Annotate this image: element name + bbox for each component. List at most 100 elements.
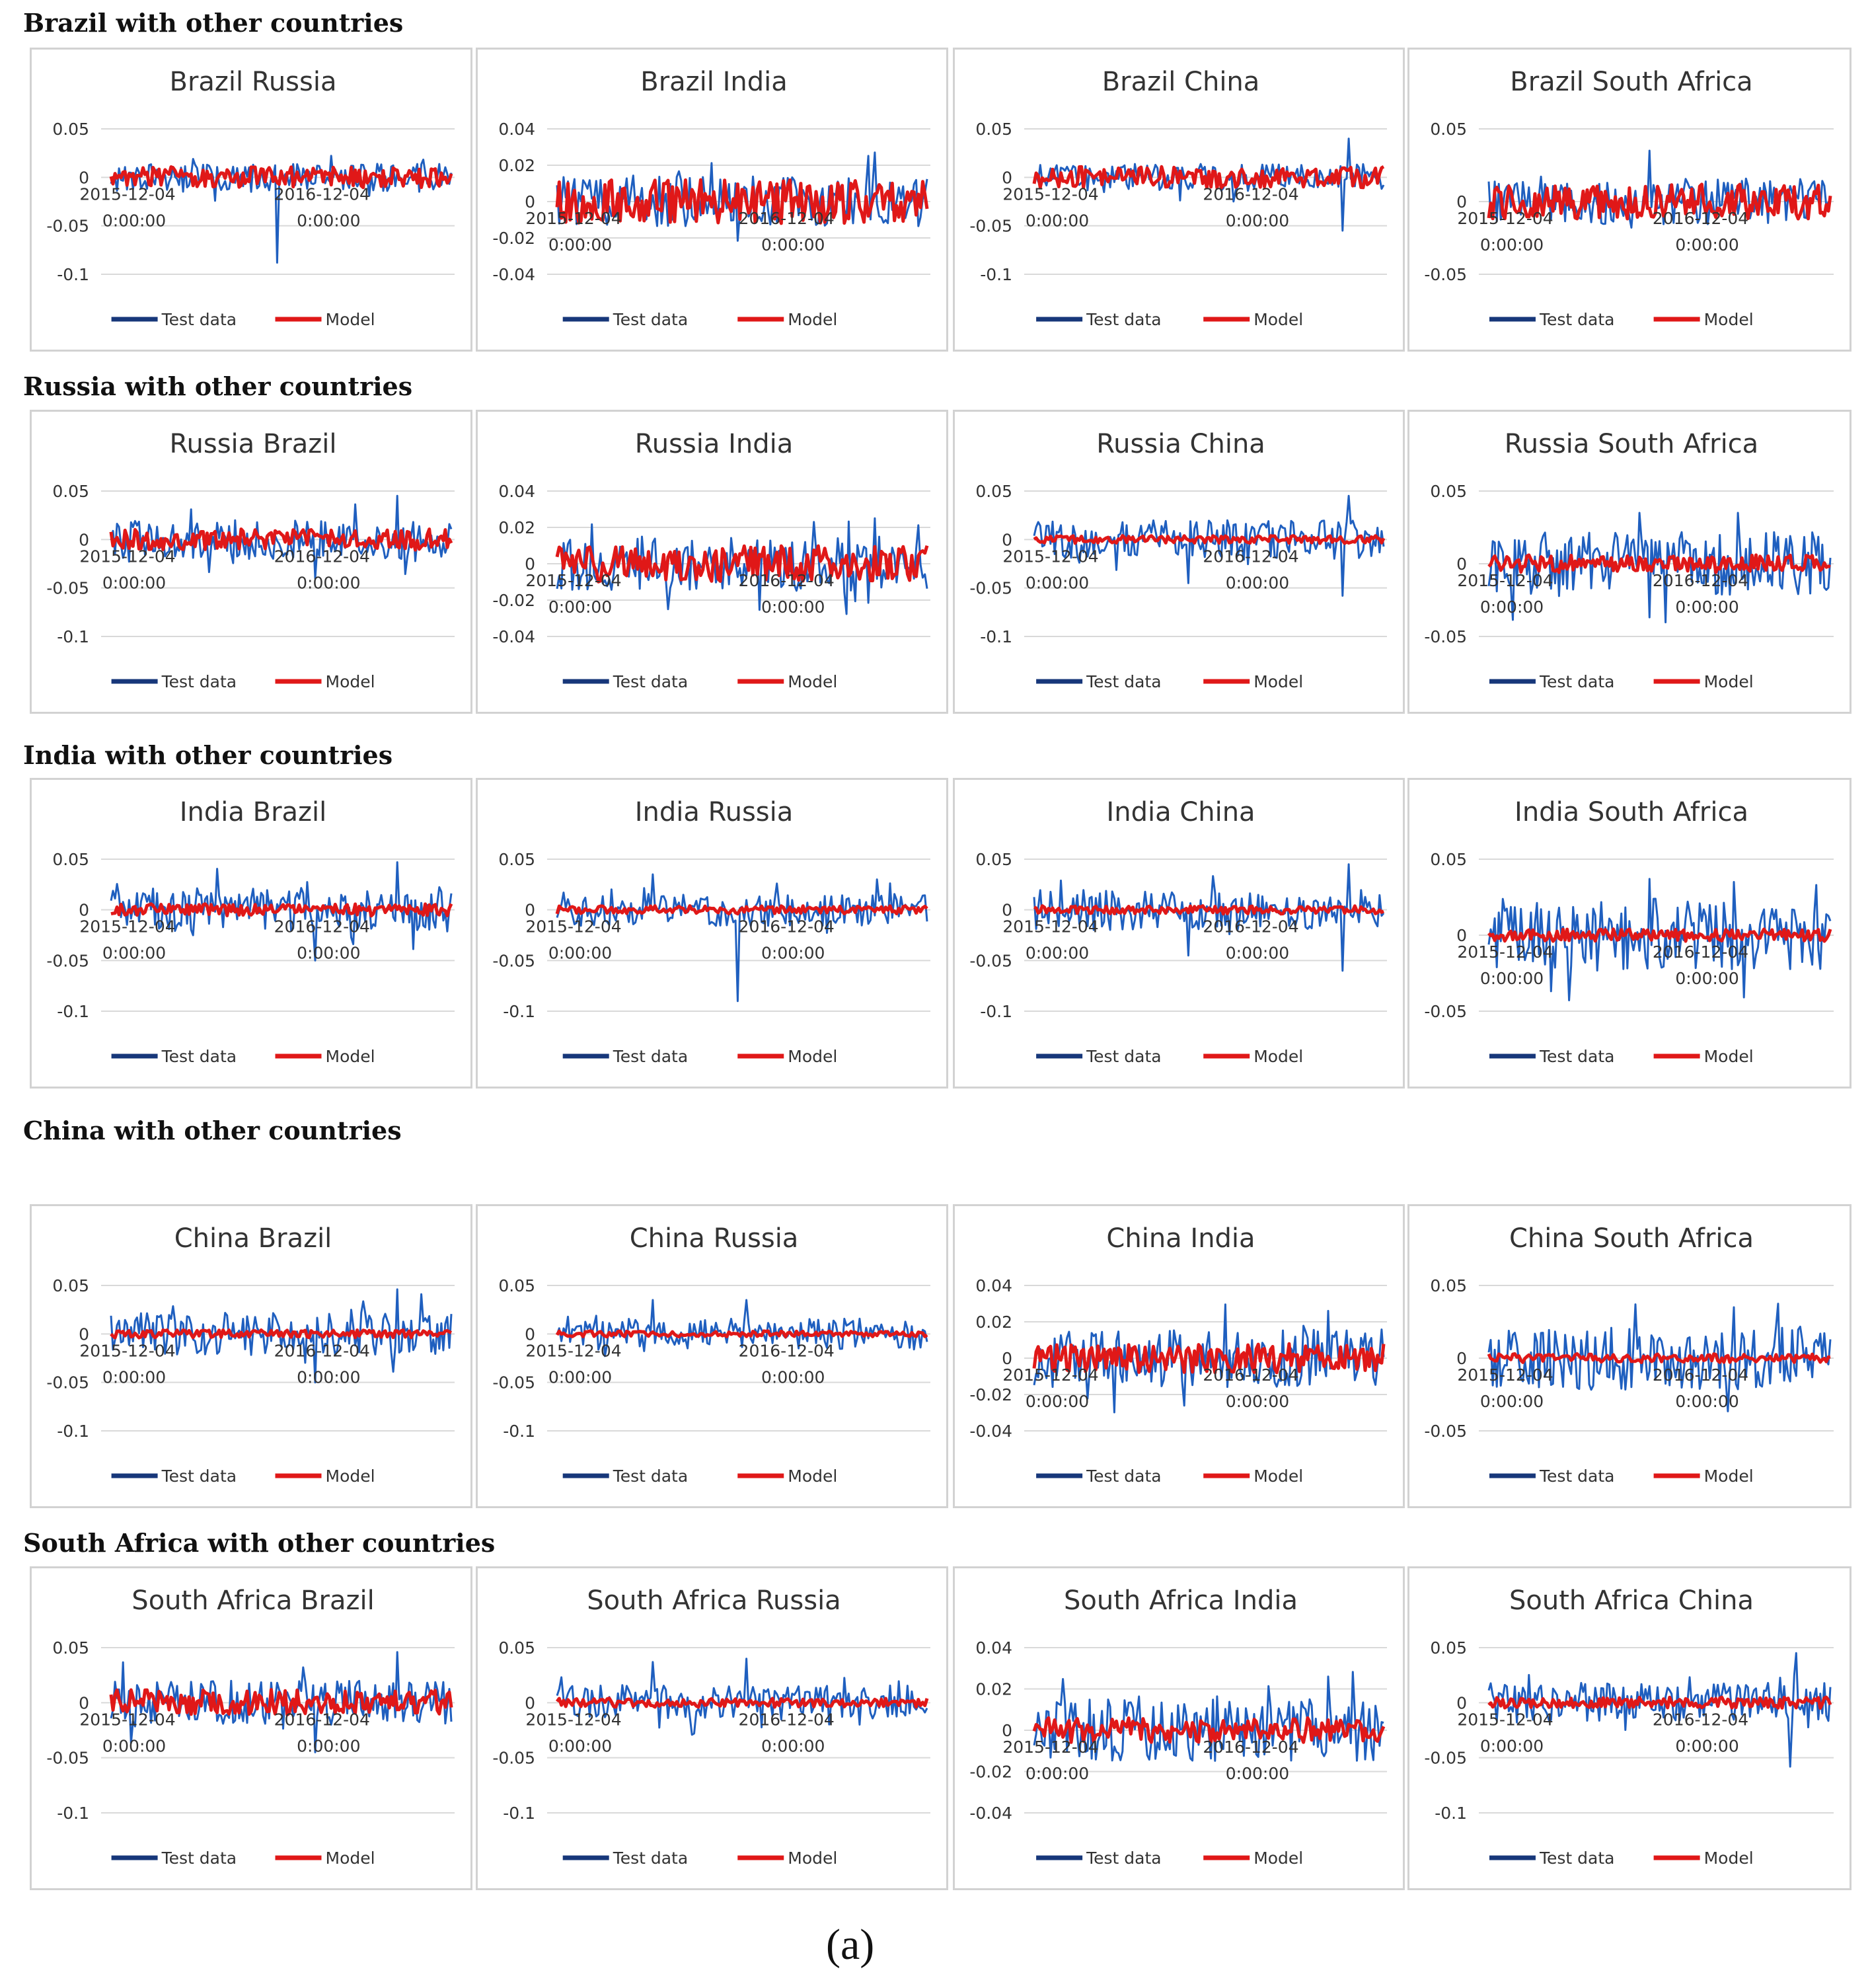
x-tick-date: 2016-12-04 [739, 571, 835, 590]
y-tick-label: 0.05 [1430, 120, 1467, 139]
chart-svg: Russia India 0.04 0.02 0 -0.02 -0.04 2015-12-0… [492, 429, 930, 691]
y-tick-label: 0 [1456, 192, 1467, 211]
x-tick-date: 2016-12-04 [1203, 547, 1298, 566]
legend-label-test: Test data [161, 672, 237, 691]
x-tick-time: 0:00:00 [297, 1736, 360, 1755]
x-tick-date: 2015-12-04 [1002, 1365, 1098, 1385]
x-tick-date: 2015-12-04 [1457, 571, 1553, 590]
x-tick-date: 2016-12-04 [1653, 209, 1748, 228]
x-tick-date: 2015-12-04 [525, 1341, 621, 1360]
x-tick-time: 0:00:00 [102, 1736, 166, 1755]
chart-panel: Russia China 0.05 0 -0.05 -0.1 2015-12-04 0:00… [953, 410, 1405, 714]
legend-label-test: Test data [613, 672, 688, 691]
x-tick-time: 0:00:00 [102, 211, 166, 230]
chart-title: Brazil Russia [170, 67, 337, 97]
legend-label-test: Test data [161, 310, 237, 329]
y-tick-label: -0.05 [1424, 1422, 1467, 1441]
y-tick-label: 0.05 [498, 850, 535, 869]
y-tick-label: -0.1 [57, 627, 89, 646]
legend-label-model: Model [1253, 1047, 1303, 1066]
y-tick-label: -0.04 [969, 1422, 1012, 1441]
model-series [555, 1697, 929, 1709]
chart-panel: India South Africa 0.05 0 -0.05 2015-12-04 0:… [1407, 778, 1851, 1089]
chart-svg: India China 0.05 0 -0.05 -0.1 2015-12-04 0:00:… [969, 797, 1387, 1066]
legend-label-test: Test data [613, 1047, 688, 1066]
test-data-series [110, 861, 453, 962]
x-tick-time: 0:00:00 [297, 573, 360, 592]
y-tick-label: -0.05 [969, 217, 1012, 236]
x-tick-time: 0:00:00 [761, 1367, 825, 1387]
x-tick-time: 0:00:00 [548, 235, 612, 254]
y-tick-label: -0.1 [57, 265, 89, 284]
chart-svg: South Africa Russia 0.05 0 -0.05 -0.1 2015-12… [492, 1586, 930, 1868]
x-tick-date: 2015-12-04 [525, 209, 621, 228]
x-tick-date: 2016-12-04 [1653, 1365, 1748, 1385]
y-tick-label: -0.05 [46, 579, 89, 598]
x-tick-date: 2015-12-04 [1457, 1710, 1553, 1729]
y-tick-label: -0.05 [969, 579, 1012, 598]
y-tick-label: 0.05 [975, 482, 1012, 501]
y-tick-label: 0.05 [52, 482, 89, 501]
chart-title: South Africa Brazil [131, 1586, 374, 1616]
chart-title: India Brazil [180, 797, 327, 827]
y-tick-label: 0.04 [498, 120, 535, 139]
legend-label-test: Test data [1539, 1467, 1615, 1486]
legend-label-model: Model [326, 1849, 375, 1868]
y-tick-label: -0.05 [969, 951, 1012, 970]
y-tick-label: -0.05 [492, 1373, 535, 1393]
chart-panel: China South Africa 0.05 0 -0.05 2015-12-04 0:… [1407, 1204, 1851, 1508]
legend-label-test: Test data [161, 1849, 237, 1868]
y-tick-label: 0 [1456, 554, 1467, 574]
y-tick-label: -0.02 [492, 591, 535, 610]
chart-svg: India South Africa 0.05 0 -0.05 2015-12-04 0:… [1424, 797, 1834, 1066]
y-tick-label: 0 [1002, 530, 1012, 549]
legend-label-model: Model [326, 310, 375, 329]
chart-title: China South Africa [1509, 1223, 1754, 1254]
x-tick-time: 0:00:00 [297, 1367, 360, 1387]
x-tick-time: 0:00:00 [548, 597, 612, 617]
x-tick-time: 0:00:00 [1226, 573, 1289, 592]
y-tick-label: 0 [1456, 1349, 1467, 1368]
legend-label-model: Model [1253, 1849, 1303, 1868]
chart-title: Brazil India [640, 67, 788, 97]
chart-title: Brazil South Africa [1510, 67, 1752, 97]
chart-panel: China Russia 0.05 0 -0.05 -0.1 2015-12-04 0:00… [476, 1204, 948, 1508]
chart-title: South Africa India [1064, 1586, 1298, 1616]
x-tick-time: 0:00:00 [102, 1367, 166, 1387]
x-tick-date: 2015-12-04 [525, 917, 621, 937]
legend-label-model: Model [1704, 1467, 1754, 1486]
chart-panel: Russia South Africa 0.05 0 -0.05 2015-12-04 0… [1407, 410, 1851, 714]
x-tick-date: 2015-12-04 [1457, 1365, 1553, 1385]
legend-label-model: Model [1253, 672, 1303, 691]
model-series [110, 1328, 452, 1340]
chart-panel: Brazil South Africa 0.05 0 -0.05 2015-12-04 0… [1407, 48, 1851, 352]
y-tick-label: -0.1 [57, 1002, 89, 1021]
model-series [555, 178, 929, 225]
chart-svg: Russia China 0.05 0 -0.05 -0.1 2015-12-04 0:00… [969, 429, 1387, 691]
chart-title: China India [1106, 1223, 1255, 1254]
x-tick-date: 2015-12-04 [79, 1710, 175, 1729]
legend-label-model: Model [788, 672, 837, 691]
x-tick-time: 0:00:00 [1480, 597, 1544, 617]
test-data-series [1487, 512, 1832, 624]
y-tick-label: 0 [525, 192, 535, 211]
model-series [1032, 165, 1385, 190]
x-tick-time: 0:00:00 [297, 211, 360, 230]
legend-label-test: Test data [613, 310, 688, 329]
x-tick-time: 0:00:00 [548, 1367, 612, 1387]
y-tick-label: 0 [1456, 1693, 1467, 1712]
y-tick-label: -0.04 [492, 265, 535, 284]
y-tick-label: -0.05 [46, 951, 89, 970]
y-tick-label: -0.05 [492, 1749, 535, 1768]
x-tick-time: 0:00:00 [1480, 1736, 1544, 1755]
model-series [109, 527, 453, 552]
y-tick-label: -0.05 [1424, 627, 1467, 646]
chart-panel: South Africa China 0.05 0 -0.05 -0.1 2015-12-… [1407, 1566, 1851, 1890]
figure-caption: (a) [826, 1921, 875, 1969]
x-tick-date: 2016-12-04 [1653, 571, 1748, 590]
x-tick-time: 0:00:00 [548, 944, 612, 963]
test-data-series [1487, 878, 1832, 1001]
test-data-series [1487, 1303, 1832, 1412]
y-tick-label: 0 [525, 901, 535, 920]
y-tick-label: 0.05 [498, 1638, 535, 1658]
